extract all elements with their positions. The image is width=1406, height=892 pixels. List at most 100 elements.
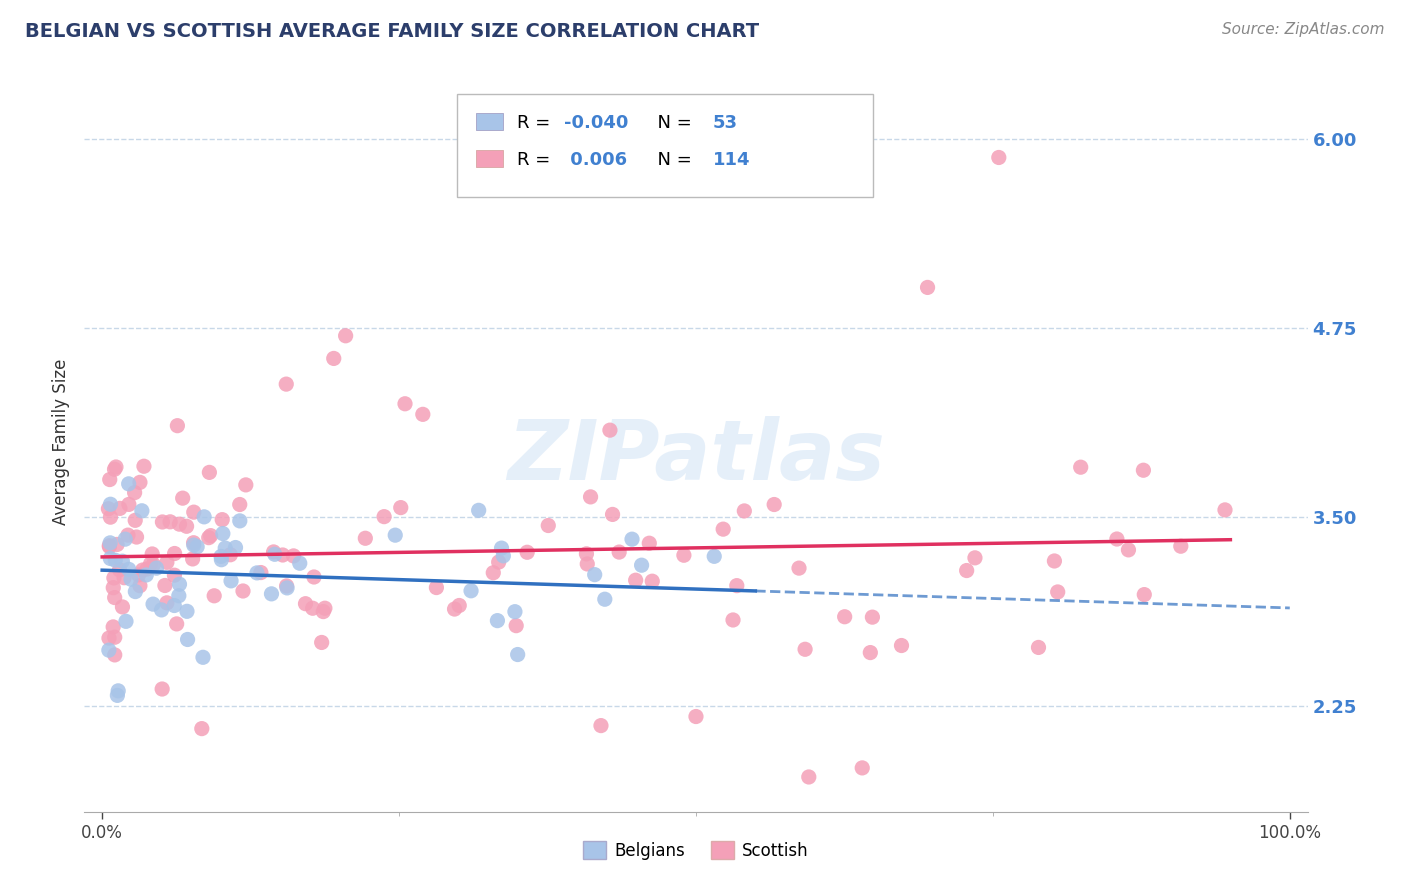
Point [125,530,148,544]
Point [176,604,198,618]
Text: Source: ZipAtlas.com: Source: ZipAtlas.com [1222,22,1385,37]
Text: R =: R = [517,114,557,132]
Point [104,648,127,662]
Point [219,548,242,562]
Point [167,589,190,603]
Point [621,532,644,546]
Point [129,579,152,593]
Point [1170,539,1192,553]
Point [394,397,416,411]
Point [232,584,254,599]
Point [506,648,529,662]
Point [172,491,194,505]
Point [150,681,173,696]
Point [150,603,173,617]
Point [602,508,624,522]
Point [145,561,167,575]
Point [114,532,136,546]
Point [1118,542,1140,557]
Point [98,536,121,550]
Point [575,547,598,561]
Point [1046,585,1069,599]
Point [183,505,205,519]
Point [193,509,215,524]
Bar [475,113,503,129]
Point [115,615,138,629]
Point [135,568,157,582]
Point [859,646,882,660]
Point [851,761,873,775]
Text: ZIPatlas: ZIPatlas [508,416,884,497]
Point [1043,554,1066,568]
Y-axis label: Average Family Size: Average Family Size [52,359,70,524]
Point [685,709,707,723]
Point [159,515,181,529]
Point [183,538,205,552]
Point [111,554,134,568]
Point [486,614,509,628]
Text: BELGIAN VS SCOTTISH AVERAGE FAMILY SIZE CORRELATION CHART: BELGIAN VS SCOTTISH AVERAGE FAMILY SIZE … [25,22,759,41]
Point [491,541,513,555]
Point [136,562,159,576]
Point [384,528,406,542]
Point [214,541,236,555]
Point [1070,460,1092,475]
Point [711,522,734,536]
Point [131,563,153,577]
Point [449,599,471,613]
Point [1132,463,1154,477]
Point [191,722,214,736]
Point [129,475,152,490]
Point [276,581,298,595]
Point [860,610,883,624]
Point [153,578,176,592]
Point [834,609,856,624]
Point [166,616,188,631]
Point [219,574,242,588]
Point [794,642,817,657]
Point [302,570,325,584]
Text: N =: N = [645,152,697,169]
Point [103,581,125,595]
Point [246,566,269,580]
Point [467,503,489,517]
Point [186,540,208,554]
Point [166,418,188,433]
Point [202,589,225,603]
Point [311,635,333,649]
Point [235,478,257,492]
Point [108,501,131,516]
Point [209,549,232,564]
Text: -0.040: -0.040 [564,114,628,132]
Text: R =: R = [517,152,557,169]
Point [152,515,174,529]
Point [117,528,139,542]
Point [725,579,748,593]
Point [100,497,122,511]
Point [537,518,560,533]
Point [97,501,120,516]
Point [763,498,786,512]
Point [1213,503,1236,517]
Point [107,683,129,698]
Point [100,510,122,524]
Point [124,485,146,500]
Point [263,545,285,559]
Point [97,643,120,657]
Point [733,504,755,518]
Point [191,650,214,665]
Point [301,601,323,615]
Point [101,620,124,634]
Point [103,462,125,476]
Point [169,577,191,591]
Point [630,558,652,573]
Point [124,584,146,599]
Point [271,548,294,562]
Point [260,587,283,601]
Point [104,630,127,644]
Point [373,509,395,524]
Point [956,564,979,578]
Point [198,466,221,480]
Point [105,689,128,703]
Point [589,718,612,732]
